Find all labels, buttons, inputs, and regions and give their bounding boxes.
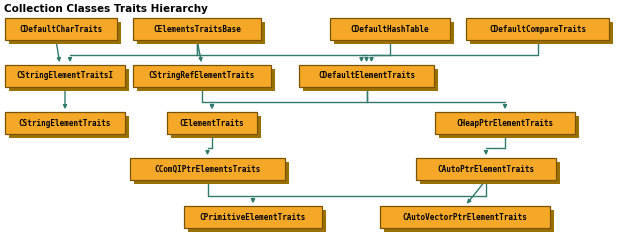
FancyBboxPatch shape [470,22,613,44]
Text: CDefaultElementTraits: CDefaultElementTraits [318,72,415,80]
Text: CDefaultCompareTraits: CDefaultCompareTraits [489,24,586,34]
FancyBboxPatch shape [299,65,434,87]
FancyBboxPatch shape [439,116,579,138]
Text: CDefaultHashTable: CDefaultHashTable [351,24,430,34]
FancyBboxPatch shape [420,162,560,184]
FancyBboxPatch shape [9,116,129,138]
Text: CStringRefElementTraits: CStringRefElementTraits [149,72,255,80]
FancyBboxPatch shape [5,65,125,87]
FancyBboxPatch shape [167,112,257,134]
FancyBboxPatch shape [466,18,609,40]
FancyBboxPatch shape [137,69,275,91]
FancyBboxPatch shape [334,22,454,44]
Text: CAutoPtrElementTraits: CAutoPtrElementTraits [438,165,535,173]
FancyBboxPatch shape [303,69,438,91]
Text: CDefaultCharTraits: CDefaultCharTraits [19,24,103,34]
FancyBboxPatch shape [134,162,289,184]
FancyBboxPatch shape [133,18,261,40]
Text: CHeapPtrElementTraits: CHeapPtrElementTraits [456,118,553,128]
FancyBboxPatch shape [384,210,554,232]
Text: CPrimitiveElementTraits: CPrimitiveElementTraits [200,212,306,222]
Text: CStringElementTraitsI: CStringElementTraitsI [17,72,113,80]
FancyBboxPatch shape [5,112,125,134]
FancyBboxPatch shape [130,158,285,180]
Text: CComQIPtrElementsTraits: CComQIPtrElementsTraits [154,165,261,173]
FancyBboxPatch shape [133,65,271,87]
FancyBboxPatch shape [9,22,121,44]
FancyBboxPatch shape [188,210,326,232]
Text: Collection Classes Traits Hierarchy: Collection Classes Traits Hierarchy [4,4,208,14]
FancyBboxPatch shape [330,18,450,40]
FancyBboxPatch shape [184,206,322,228]
FancyBboxPatch shape [137,22,265,44]
Text: CElementTraits: CElementTraits [180,118,245,128]
FancyBboxPatch shape [380,206,550,228]
FancyBboxPatch shape [171,116,261,138]
Text: CElementsTraitsBase: CElementsTraitsBase [153,24,241,34]
Text: CStringElementTraits: CStringElementTraits [19,118,111,128]
FancyBboxPatch shape [435,112,575,134]
FancyBboxPatch shape [5,18,117,40]
FancyBboxPatch shape [416,158,556,180]
Text: CAutoVectorPtrElementTraits: CAutoVectorPtrElementTraits [402,212,527,222]
FancyBboxPatch shape [9,69,129,91]
